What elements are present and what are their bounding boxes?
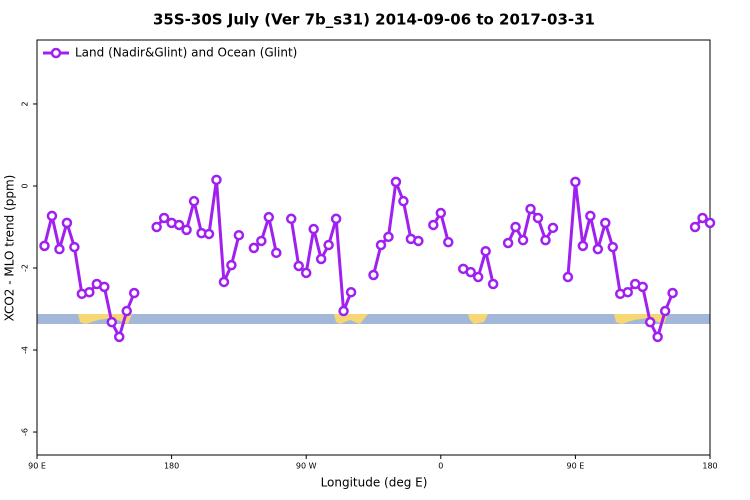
y-tick-label: -4 [21, 346, 30, 354]
point [502, 237, 514, 249]
y-tick-label: -6 [21, 428, 30, 436]
land-patch [468, 314, 488, 324]
point [271, 247, 282, 259]
y-tick-label: 0 [21, 183, 30, 188]
point [114, 331, 125, 343]
point [256, 235, 267, 247]
legend: Land (Nadir&Glint) and Ocean (Glint) [43, 46, 297, 60]
land-patch [78, 314, 132, 324]
point [547, 222, 559, 234]
chart-title: 35S-30S July (Ver 7b_s31) 2014-09-06 to … [153, 11, 595, 29]
point [69, 241, 80, 253]
point [540, 234, 551, 246]
plot-frame [36, 39, 711, 456]
point [532, 212, 544, 224]
point [517, 234, 529, 246]
point [697, 212, 708, 224]
x-tick-label: 90 W [296, 462, 317, 471]
point [315, 253, 327, 265]
point [443, 236, 454, 248]
point [203, 228, 215, 240]
point [600, 217, 611, 229]
point [46, 210, 58, 222]
point [211, 174, 222, 186]
point [158, 212, 170, 224]
point [480, 245, 491, 257]
point [233, 229, 245, 241]
point [689, 221, 701, 233]
point [226, 259, 237, 271]
point [704, 217, 716, 229]
point [84, 286, 95, 298]
legend-marker [50, 47, 62, 59]
point [644, 316, 656, 328]
point [383, 231, 394, 243]
land-ocean-band [37, 314, 710, 324]
point [652, 331, 663, 343]
point [659, 305, 671, 317]
x-tick-label: 90 E [28, 462, 46, 471]
point [562, 271, 574, 283]
point [188, 195, 200, 207]
point [128, 287, 140, 299]
point [39, 240, 50, 252]
point [323, 239, 334, 251]
point [435, 207, 447, 219]
point [293, 260, 304, 272]
point [607, 241, 619, 253]
point [330, 213, 342, 225]
point [151, 221, 162, 233]
y-axis-label: XCO2 - MLO trend (ppm) [3, 175, 17, 322]
point [487, 278, 499, 290]
point [368, 269, 379, 281]
point [106, 316, 118, 328]
point [121, 305, 132, 317]
point [99, 281, 110, 293]
point [375, 239, 387, 251]
point [61, 217, 73, 229]
point [570, 176, 581, 188]
point [181, 224, 192, 236]
ocean-band [37, 314, 710, 324]
point [308, 223, 319, 235]
y-tick-label: 2 [21, 101, 30, 106]
x-tick-label: 90 E [567, 462, 585, 471]
legend-label: Land (Nadir&Glint) and Ocean (Glint) [75, 46, 297, 60]
series-line [43, 179, 711, 341]
point [465, 266, 476, 278]
point [345, 286, 357, 298]
point [285, 213, 297, 225]
y-tick-label: -2 [21, 264, 30, 272]
point [472, 271, 484, 283]
point [577, 240, 589, 252]
point [248, 242, 260, 254]
point [592, 243, 604, 255]
x-axis-label: Longitude (deg E) [321, 476, 428, 490]
x-tick-label: 180 [164, 462, 179, 471]
x-tick-label: 180 [702, 462, 717, 471]
point [338, 305, 349, 317]
point [525, 203, 536, 215]
point [398, 195, 409, 207]
land-patch [614, 314, 668, 324]
point [428, 219, 439, 231]
point [667, 287, 678, 299]
point [413, 235, 424, 247]
point [585, 210, 596, 222]
point [300, 267, 312, 279]
point [390, 176, 402, 188]
point [510, 221, 521, 233]
point [54, 243, 65, 255]
point [173, 219, 185, 231]
x-tick-label: 0 [438, 462, 443, 471]
land-patch [334, 314, 368, 324]
point [218, 276, 230, 288]
point [263, 211, 275, 223]
point [622, 286, 633, 298]
point [637, 281, 648, 293]
